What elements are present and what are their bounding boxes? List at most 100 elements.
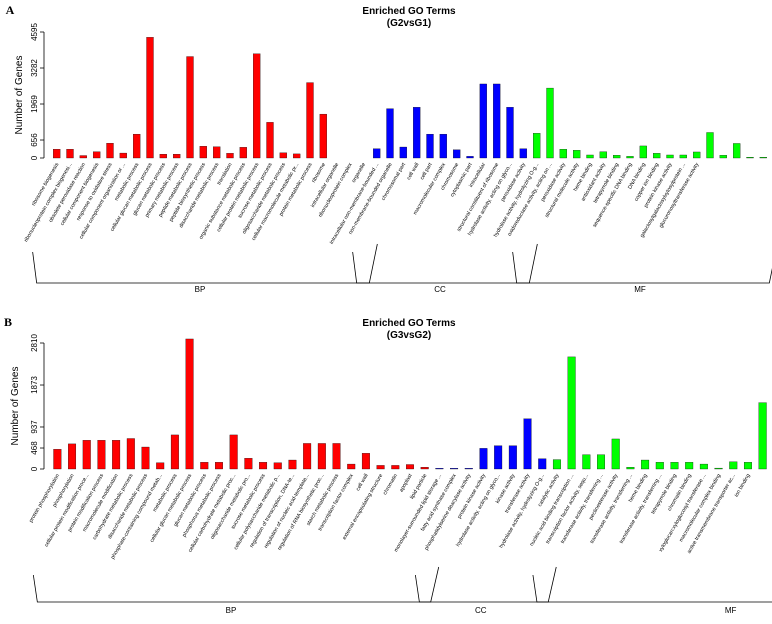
bar xyxy=(653,153,661,159)
chart-subtitle: (G3vsG2) xyxy=(387,330,431,341)
bar xyxy=(53,149,61,159)
bar xyxy=(639,145,647,159)
group-label: BP xyxy=(195,285,206,294)
y-axis-title: Number of Genes xyxy=(10,367,21,446)
bar xyxy=(439,133,447,159)
y-tick-label: 0 xyxy=(30,155,39,160)
bar xyxy=(426,133,434,159)
bar xyxy=(133,133,141,159)
category-label: apoplast xyxy=(399,473,414,494)
bar xyxy=(386,108,394,159)
bar xyxy=(641,459,650,470)
bar xyxy=(106,143,114,159)
y-tick-label: 468 xyxy=(30,441,39,455)
bar xyxy=(746,157,754,159)
bar xyxy=(244,458,253,470)
bar xyxy=(693,151,701,159)
bar xyxy=(288,459,297,470)
group-bracket xyxy=(32,243,378,284)
bar xyxy=(253,53,261,159)
chart-title: Enriched GO Terms xyxy=(362,318,456,329)
bar xyxy=(317,443,326,470)
bar xyxy=(200,462,209,470)
bar xyxy=(655,462,664,470)
bar xyxy=(239,147,247,159)
bar xyxy=(626,467,635,470)
bar xyxy=(186,56,194,159)
bar xyxy=(533,133,541,159)
panel-letter: A xyxy=(6,3,15,17)
bar xyxy=(435,468,444,470)
bar xyxy=(97,440,106,470)
y-tick-label: 3282 xyxy=(30,59,39,77)
bar xyxy=(93,151,101,159)
bar xyxy=(666,154,674,159)
y-tick-label: 937 xyxy=(30,420,39,434)
bar xyxy=(406,464,414,470)
bar xyxy=(464,468,473,470)
bar xyxy=(729,461,738,470)
group-bracket xyxy=(352,243,538,284)
y-tick-label: 4595 xyxy=(30,23,39,41)
bar xyxy=(611,438,620,470)
bar xyxy=(391,465,400,470)
bar xyxy=(420,467,429,470)
bar xyxy=(552,459,561,470)
bar xyxy=(173,154,181,159)
bar xyxy=(743,462,752,470)
bar xyxy=(538,458,547,470)
bar xyxy=(376,465,385,470)
bar xyxy=(159,154,167,159)
bar xyxy=(733,143,741,159)
bar xyxy=(493,83,501,159)
bar xyxy=(699,463,708,470)
bar xyxy=(141,446,150,470)
bar xyxy=(126,438,135,470)
bar xyxy=(226,153,234,159)
bar xyxy=(559,149,567,159)
bar xyxy=(156,462,165,470)
chart-title: Enriched GO Terms xyxy=(362,6,456,17)
bar xyxy=(613,155,621,159)
group-label: MF xyxy=(725,606,737,615)
bar xyxy=(450,468,459,470)
group-bracket xyxy=(32,566,440,603)
bar xyxy=(293,153,301,159)
bar xyxy=(597,454,605,470)
bar xyxy=(303,443,312,470)
bar xyxy=(68,443,77,470)
category-label: chromatin xyxy=(382,473,399,496)
group-label: BP xyxy=(226,606,237,615)
bar xyxy=(259,462,268,470)
bar xyxy=(567,356,576,470)
bar xyxy=(453,149,461,159)
bar xyxy=(306,82,314,159)
group-label: CC xyxy=(475,606,487,615)
bar xyxy=(719,155,727,159)
bar xyxy=(758,402,767,470)
bar xyxy=(82,440,91,470)
bar xyxy=(494,445,503,470)
bar xyxy=(332,443,341,470)
bar xyxy=(759,157,767,159)
bar xyxy=(714,467,723,470)
bar xyxy=(119,152,127,159)
bar xyxy=(185,338,194,470)
group-label: MF xyxy=(634,285,646,294)
bar xyxy=(199,146,207,159)
y-tick-label: 656 xyxy=(30,133,39,147)
y-tick-label: 1873 xyxy=(30,376,39,394)
bar xyxy=(266,122,274,159)
bar xyxy=(413,107,421,159)
bar xyxy=(706,132,714,159)
bar xyxy=(399,146,407,159)
y-tick-label: 2810 xyxy=(30,334,39,352)
y-tick-label: 1969 xyxy=(30,95,39,113)
bar xyxy=(685,462,694,470)
bar xyxy=(506,107,514,159)
bar xyxy=(66,149,74,159)
bar xyxy=(53,449,62,470)
bar xyxy=(273,462,282,470)
bar xyxy=(599,151,607,159)
